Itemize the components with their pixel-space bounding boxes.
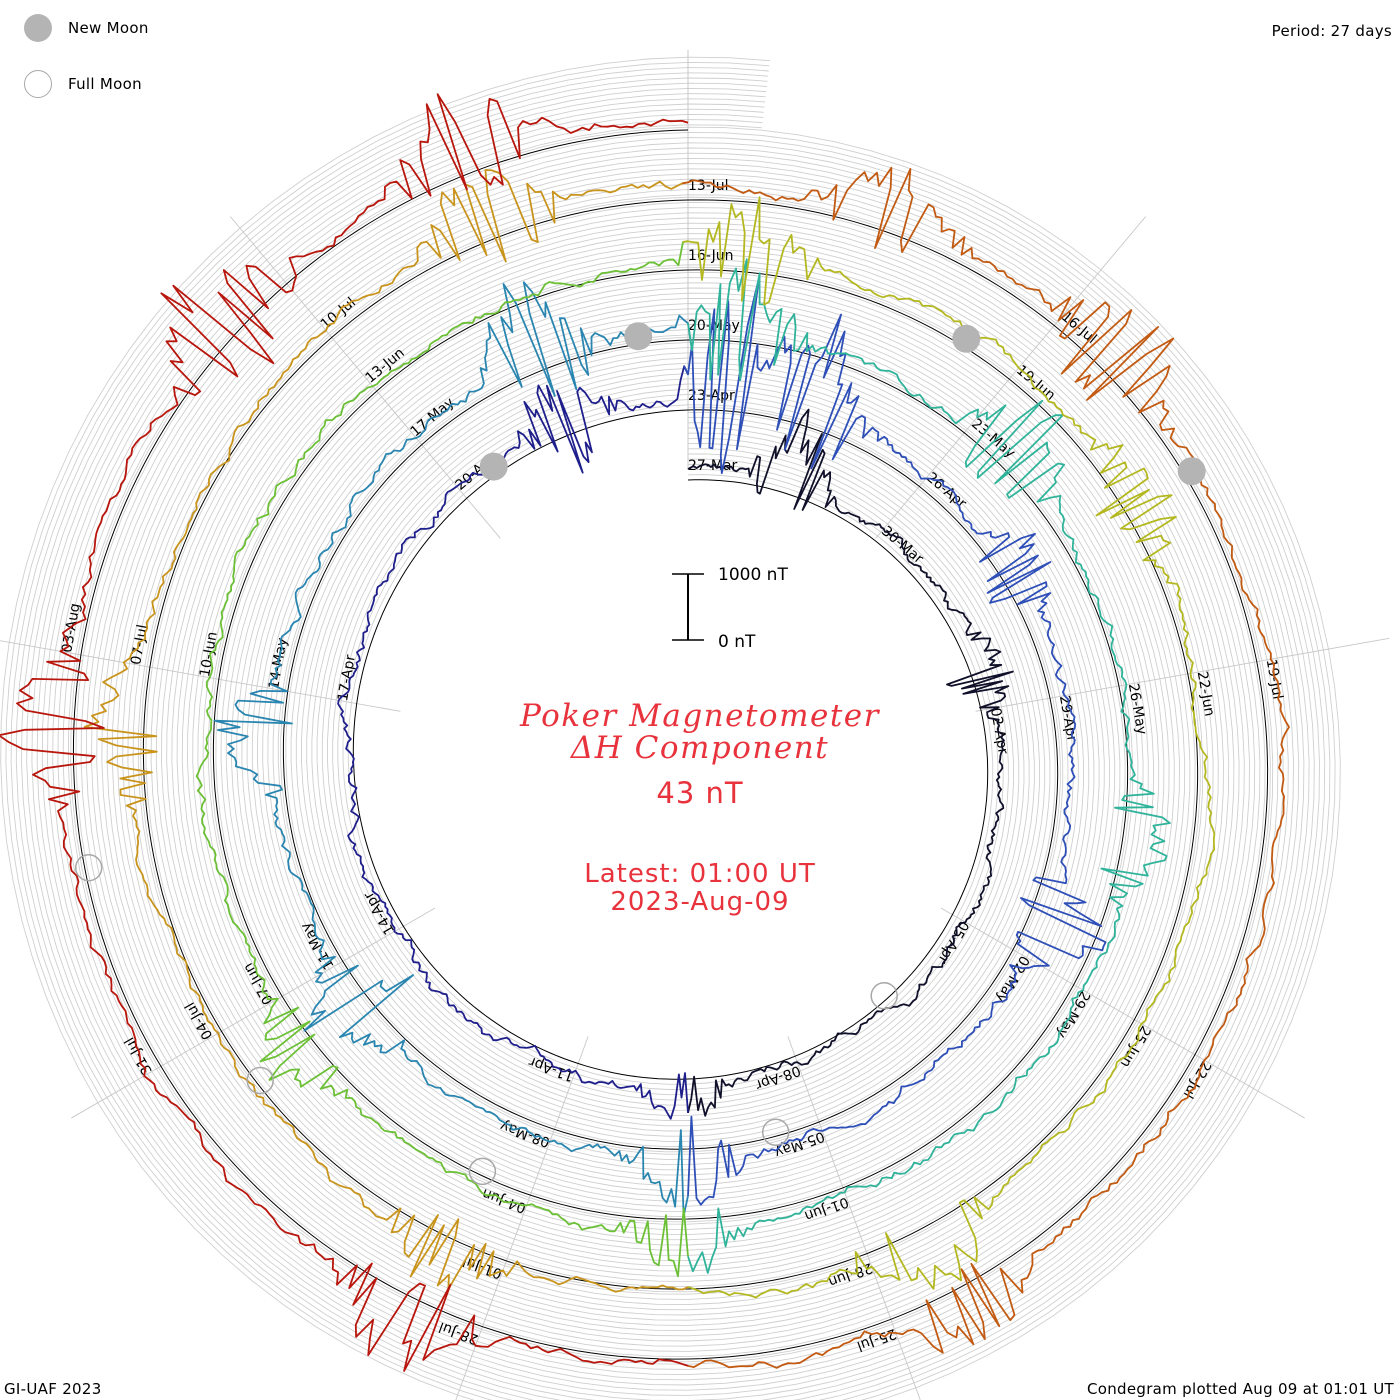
- full-moon-label: Full Moon: [68, 75, 142, 93]
- date-label: 13-Jul: [688, 178, 729, 194]
- legend-new-moon: New Moon: [24, 10, 149, 46]
- grid-spiral-line: [21, 77, 1320, 1400]
- data-trace-segment: [337, 365, 689, 1120]
- data-trace-segment: [687, 408, 1014, 1117]
- data-trace-segment: [687, 258, 1171, 1274]
- grid-spoke: [875, 216, 1147, 539]
- legend-full-moon: Full Moon: [24, 66, 142, 102]
- grid-spiral-line: [52, 108, 1289, 1381]
- grid-spoke: [0, 640, 401, 712]
- new-moon-marker: [1177, 457, 1206, 486]
- grid-spiral-line: [67, 124, 1274, 1365]
- data-trace-segment: [83, 169, 689, 1293]
- plotted-timestamp: Condegram plotted Aug 09 at 01:01 UT: [1086, 1380, 1394, 1398]
- grid-spoke: [455, 1036, 589, 1400]
- date-label: 07-Jul: [128, 623, 151, 666]
- credit-label: GI-UAF 2023: [4, 1380, 102, 1398]
- full-moon-marker: [761, 1118, 790, 1146]
- scale-bar: 1000 nT 0 nT: [672, 565, 788, 652]
- grid-spoke: [787, 1036, 921, 1400]
- current-value: 43 nT: [656, 776, 744, 810]
- grid-spoke: [975, 637, 1390, 712]
- grid-spoke: [229, 216, 501, 539]
- period-label: Period: 27 days: [1271, 22, 1392, 40]
- date-label: 11-May: [298, 919, 338, 972]
- grid-spiral-line: [41, 98, 1300, 1391]
- date-label: 22-Jun: [1194, 670, 1218, 718]
- grid-spoke: [71, 907, 436, 1119]
- chart-title-line1: Poker Magnetometer: [520, 698, 880, 734]
- data-trace-layer: [0, 93, 1290, 1372]
- date-label: 14-May: [266, 637, 291, 691]
- data-trace-segment: [195, 240, 689, 1278]
- full-moon-marker: [74, 853, 103, 882]
- full-moon-marker: [468, 1157, 497, 1186]
- chart-title-line2: ΔH Component: [570, 730, 830, 766]
- grid-spiral-line: [0, 56, 1341, 1400]
- date-label: 08-Apr: [753, 1062, 803, 1093]
- grid-spiral-line: [57, 113, 1284, 1376]
- grid-spiral-line: [15, 72, 1326, 1400]
- date-label: 10-Jun: [197, 631, 221, 679]
- grid-spiral-line: [47, 103, 1294, 1386]
- grid-spoke: [940, 907, 1305, 1119]
- data-trace-segment: [213, 281, 693, 1218]
- moon-marker-layer: [74, 322, 1206, 1186]
- date-label: 31-Jul: [122, 1034, 156, 1077]
- new-moon-swatch: [24, 14, 52, 42]
- data-trace-segment: [683, 277, 1107, 1206]
- latest-date: 2023-Aug-09: [610, 887, 790, 917]
- data-trace-segment: [0, 93, 689, 1372]
- new-moon-label: New Moon: [68, 19, 149, 37]
- full-moon-marker: [246, 1066, 274, 1095]
- date-label: 04-Jul: [182, 999, 216, 1042]
- data-trace-segment: [681, 119, 689, 124]
- new-moon-marker: [624, 322, 653, 351]
- date-label: 08-May: [498, 1117, 552, 1150]
- data-trace-segment: [682, 166, 1290, 1369]
- scale-bar-top-label: 1000 nT: [718, 565, 788, 585]
- full-moon-swatch: [24, 70, 52, 98]
- data-trace-segment: [682, 196, 1216, 1299]
- full-moon-marker: [870, 982, 898, 1010]
- date-label: 04-Jun: [480, 1185, 528, 1216]
- date-label: 16-Jun: [688, 248, 734, 264]
- new-moon-marker: [952, 324, 981, 353]
- new-moon-marker: [479, 452, 508, 481]
- scale-bar-bottom-label: 0 nT: [718, 632, 756, 652]
- date-label: 25-Jul: [855, 1325, 899, 1354]
- grid-spiral-line: [10, 67, 1331, 1400]
- latest-time: Latest: 01:00 UT: [584, 859, 816, 889]
